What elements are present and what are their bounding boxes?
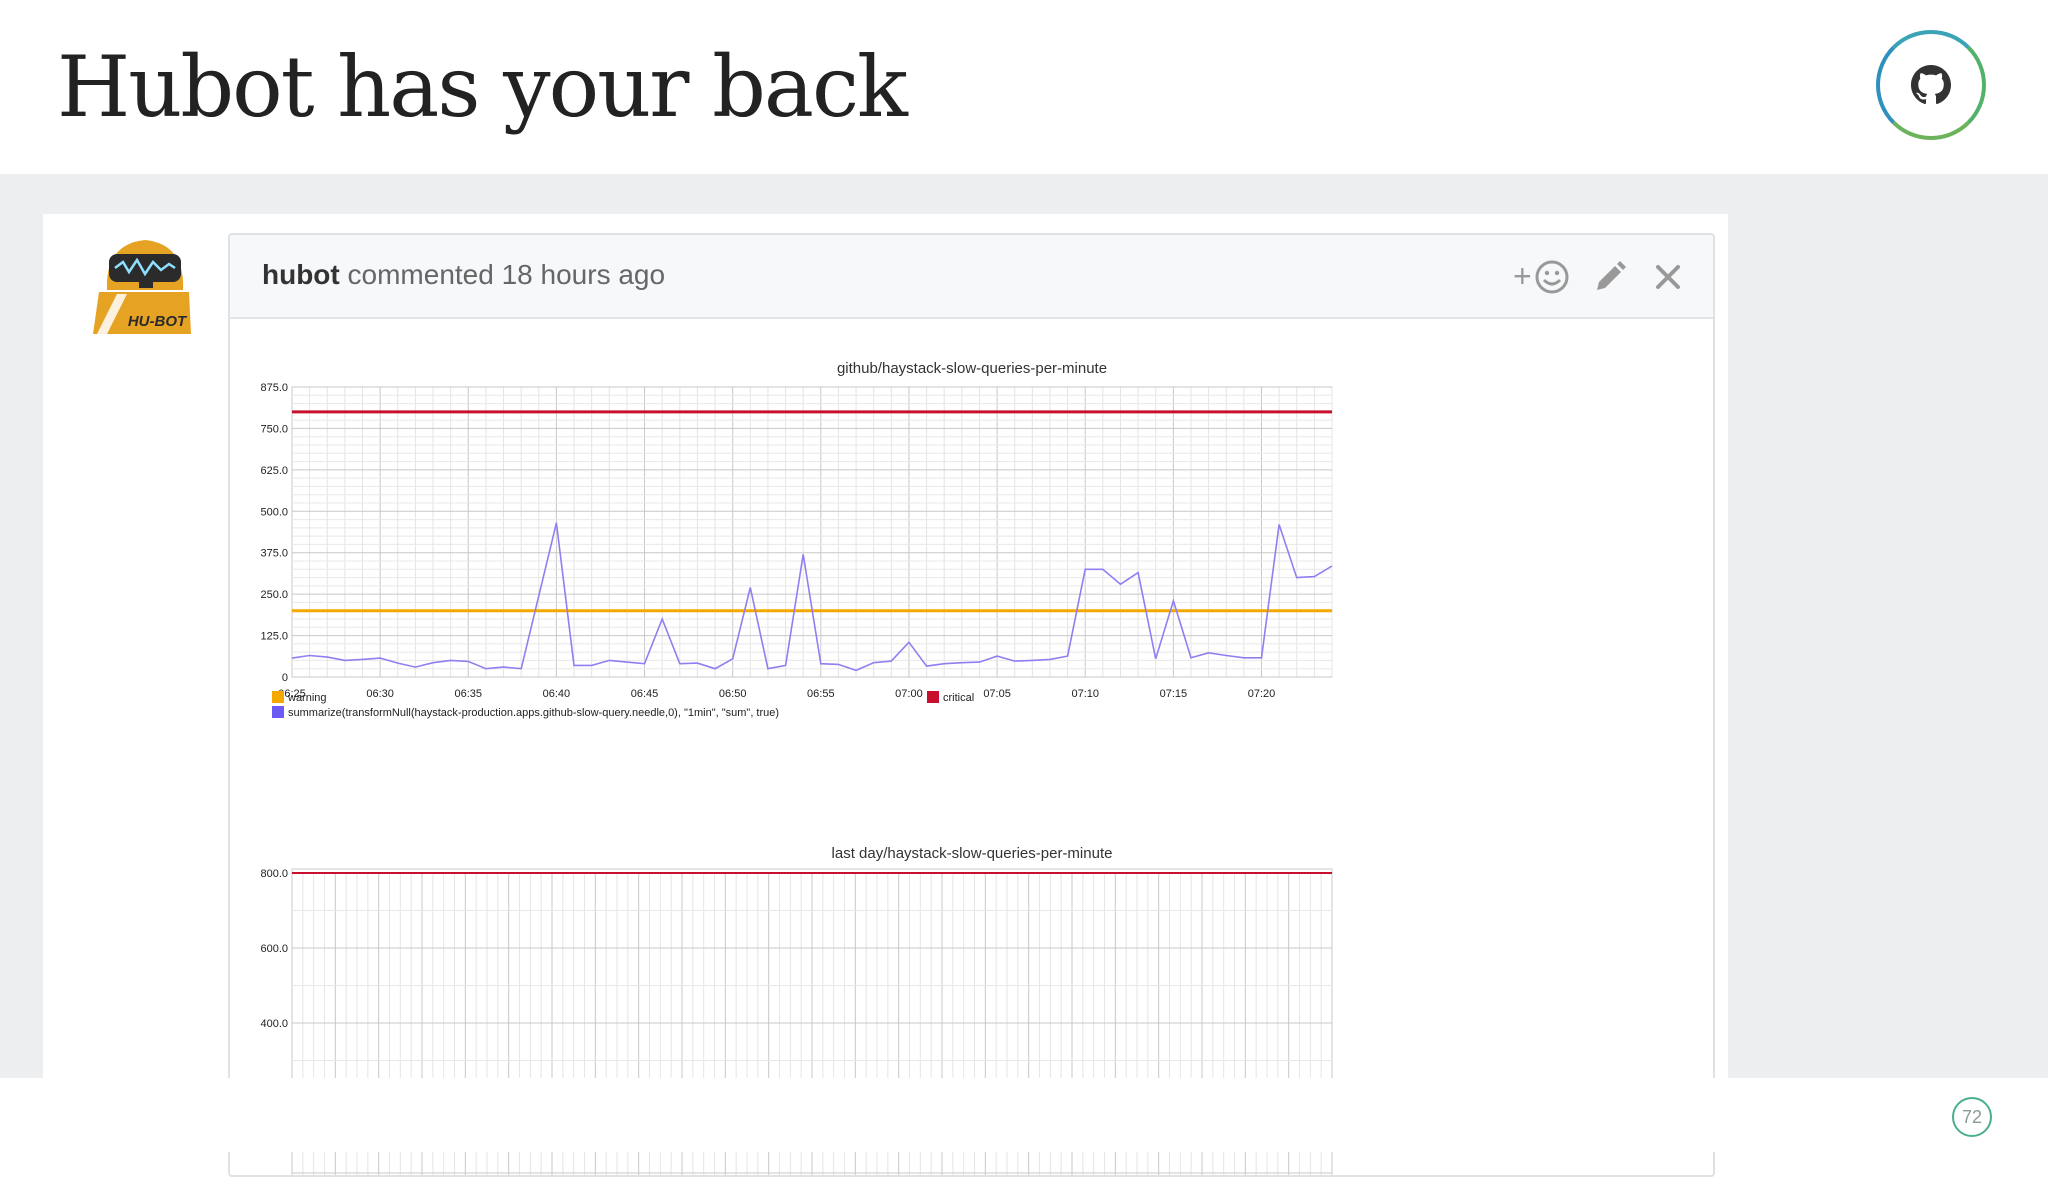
x-tick-label: 06:40 (543, 688, 571, 700)
x-tick-label: 07:20 (1248, 688, 1276, 700)
y-tick-label: 625.0 (260, 465, 288, 477)
hubot-avatar: HU-BOT (93, 240, 191, 334)
x-tick-label: 06:30 (366, 688, 394, 700)
slide-footer (0, 1078, 2048, 1152)
x-tick-label: 06:50 (719, 688, 747, 700)
legend-swatch-series (272, 706, 284, 718)
x-tick-label: 06:25 (278, 688, 306, 700)
y-tick-label: 125.0 (260, 631, 288, 643)
x-tick-label: 06:45 (631, 688, 659, 700)
comment-meta: hubot commented 18 hours ago (262, 259, 665, 291)
legend-swatch-warning (272, 691, 284, 703)
page-number: 72 (1952, 1097, 1992, 1137)
add-reaction-plus: + (1513, 258, 1532, 294)
x-tick-label: 06:55 (807, 688, 835, 700)
legend-critical-label: critical (943, 692, 974, 704)
y-tick-label: 875.0 (260, 382, 288, 394)
y-tick-label: 400.0 (260, 1018, 288, 1030)
legend-warning-label: warning (287, 692, 327, 704)
y-tick-label: 800.0 (260, 868, 288, 880)
series-line-slow-queries (291, 522, 1333, 672)
github-logo (1876, 30, 1986, 140)
chart-slow-queries-recent: github/haystack-slow-queries-per-minute … (260, 360, 1333, 719)
legend-series-label: summarize(transformNull(haystack-product… (288, 707, 779, 719)
chart-legend: warning critical summarize(transformNull… (272, 691, 974, 719)
delete-comment-button[interactable] (1648, 257, 1688, 297)
x-tick-label: 07:05 (983, 688, 1011, 700)
y-tick-label: 0 (282, 672, 288, 684)
y-tick-label: 500.0 (260, 506, 288, 518)
y-tick-label: 750.0 (260, 423, 288, 435)
legend-swatch-critical (927, 691, 939, 703)
comment-author-link[interactable]: hubot (262, 259, 340, 290)
y-tick-label: 250.0 (260, 589, 288, 601)
close-icon (1656, 265, 1680, 289)
comment-box: hubot commented 18 hours ago + (228, 233, 1715, 1177)
chart-title: last day/haystack-slow-queries-per-minut… (832, 845, 1113, 862)
slide-title: Hubot has your back (57, 38, 908, 136)
y-tick-label: 600.0 (260, 943, 288, 955)
x-tick-label: 07:15 (1160, 688, 1188, 700)
smiley-icon: + (1513, 258, 1569, 294)
comment-header: hubot commented 18 hours ago + (230, 235, 1713, 319)
plot-area (291, 386, 1333, 678)
x-tick-label: 07:10 (1071, 688, 1099, 700)
y-tick-label: 375.0 (260, 548, 288, 560)
pencil-icon (1597, 261, 1626, 290)
x-tick-label: 07:00 (895, 688, 923, 700)
avatar-label: HU-BOT (128, 313, 188, 330)
add-reaction-button[interactable]: + (1513, 257, 1571, 297)
comment-card: HU-BOT hubot commented 18 hours ago + (43, 214, 1728, 1177)
comment-timestamp[interactable]: commented 18 hours ago (347, 259, 666, 290)
graphite-charts: github/haystack-slow-queries-per-minute … (260, 360, 1333, 1175)
edit-comment-button[interactable] (1590, 257, 1630, 297)
chart-title: github/haystack-slow-queries-per-minute (837, 360, 1107, 377)
github-octocat-icon (1911, 65, 1951, 105)
x-tick-label: 06:35 (455, 688, 483, 700)
